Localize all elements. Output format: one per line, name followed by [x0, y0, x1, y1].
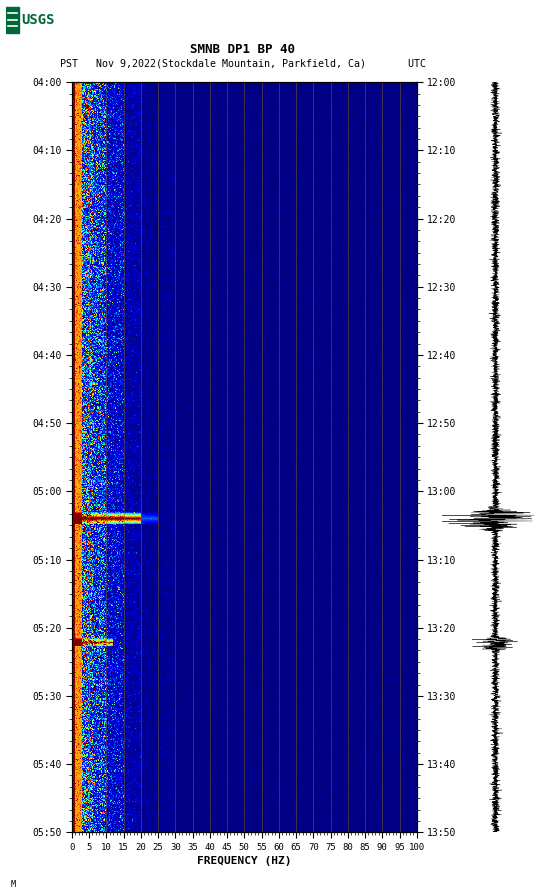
- Text: PST   Nov 9,2022(Stockdale Mountain, Parkfield, Ca)       UTC: PST Nov 9,2022(Stockdale Mountain, Parkf…: [60, 58, 426, 68]
- Text: M: M: [11, 880, 16, 889]
- Text: USGS: USGS: [22, 13, 55, 27]
- Text: SMNB DP1 BP 40: SMNB DP1 BP 40: [190, 43, 295, 56]
- X-axis label: FREQUENCY (HZ): FREQUENCY (HZ): [197, 855, 291, 866]
- Bar: [6, 7, 19, 32]
